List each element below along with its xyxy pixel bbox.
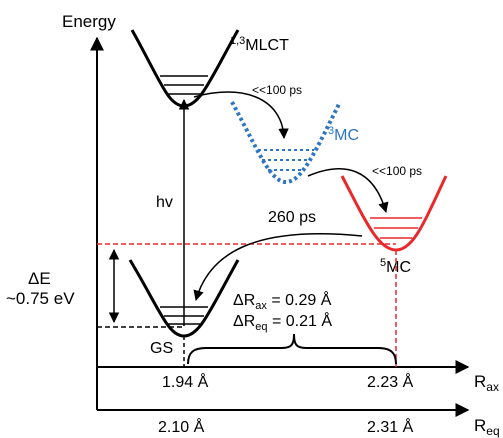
rax-axis-label: Rax bbox=[474, 372, 499, 394]
hv-label: hv bbox=[156, 194, 173, 211]
tick-eq-left: 2.10 Å bbox=[158, 417, 205, 436]
tick-ax-left: 1.94 Å bbox=[162, 372, 209, 391]
tick-eq-right: 2.31 Å bbox=[367, 417, 414, 436]
req-axis-label: Req bbox=[474, 416, 500, 438]
mc5-label: 5MC bbox=[380, 257, 411, 276]
energy-axis-label: Energy bbox=[62, 12, 116, 31]
mc3-well bbox=[230, 101, 342, 185]
delta-r-eq: ΔReq = 0.21 Å bbox=[233, 311, 332, 333]
delta-r-ax: ΔRax = 0.29 Å bbox=[233, 290, 332, 312]
mlct-label: 1,3MLCT bbox=[230, 35, 289, 54]
tick-ax-right: 2.23 Å bbox=[367, 372, 414, 391]
gs-label: GS bbox=[150, 340, 173, 357]
mc3-label: 3MC bbox=[328, 125, 359, 144]
delta-r-brace bbox=[187, 333, 397, 365]
mc3-to-mc5-arrow bbox=[307, 168, 389, 214]
mlct-to-mc3-arrow bbox=[193, 91, 289, 140]
mc5-well bbox=[340, 175, 448, 252]
mc5-to-gs-arrow bbox=[193, 233, 363, 302]
time-mc5-to-gs: 260 ps bbox=[268, 209, 316, 226]
time-mc3-to-mc5: <<100 ps bbox=[372, 164, 422, 178]
time-mlct-to-mc3: <<100 ps bbox=[252, 83, 302, 97]
delta-e-label: ΔE bbox=[28, 269, 51, 288]
delta-e-value: ~0.75 eV bbox=[6, 289, 75, 308]
